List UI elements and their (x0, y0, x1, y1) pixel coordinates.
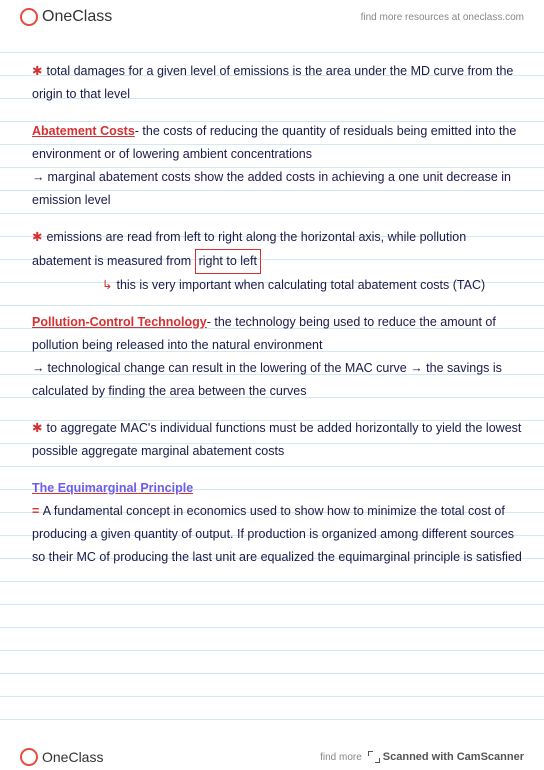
sub-abatement: marginal abatement costs show the added … (32, 166, 522, 212)
logo-circle-icon (20, 8, 38, 26)
boxed-right-to-left: right to left (195, 249, 261, 274)
logo-circle-icon-bottom (20, 748, 38, 766)
bottom-footer: OneClass find more Scanned with CamScann… (0, 748, 544, 766)
scanned-text: Scanned with CamScanner (383, 751, 524, 763)
footer-right: find more Scanned with CamScanner (320, 751, 524, 763)
logo-bottom: OneClass (20, 748, 103, 766)
def-equimarginal: = A fundamental concept in economics use… (32, 500, 522, 569)
note-aggregate-mac: to aggregate MAC's individual functions … (32, 417, 522, 463)
camscanner-icon (368, 751, 380, 763)
term-abatement-costs: Abatement Costs (32, 124, 135, 138)
note-abatement: Abatement Costs- the costs of reducing t… (32, 120, 522, 212)
footer-tagline: find more (320, 752, 362, 763)
note-equimarginal: The Equimarginal Principle = A fundament… (32, 477, 522, 569)
sub-pollution: technological change can result in the l… (32, 357, 522, 403)
def-equi-text: A fundamental concept in economics used … (32, 504, 522, 564)
logo-top: OneClass (20, 8, 112, 26)
top-header: OneClass find more resources at oneclass… (0, 0, 544, 30)
term-pollution-control: Pollution-Control Technology (32, 315, 207, 329)
note-emissions-direction: emissions are read from left to right al… (32, 226, 522, 297)
note-pollution-tech: Pollution-Control Technology- the techno… (32, 311, 522, 403)
notebook-paper: total damages for a given level of emiss… (0, 30, 544, 720)
logo-text-bottom: OneClass (42, 749, 103, 765)
logo-text: OneClass (42, 8, 112, 26)
notes-body: total damages for a given level of emiss… (32, 60, 522, 569)
note-total-damages: total damages for a given level of emiss… (32, 60, 522, 106)
para2-sub: this is very important when calculating … (32, 274, 522, 297)
top-tagline: find more resources at oneclass.com (361, 12, 524, 23)
camscanner-watermark: Scanned with CamScanner (368, 751, 524, 763)
term-equimarginal: The Equimarginal Principle (32, 477, 522, 500)
